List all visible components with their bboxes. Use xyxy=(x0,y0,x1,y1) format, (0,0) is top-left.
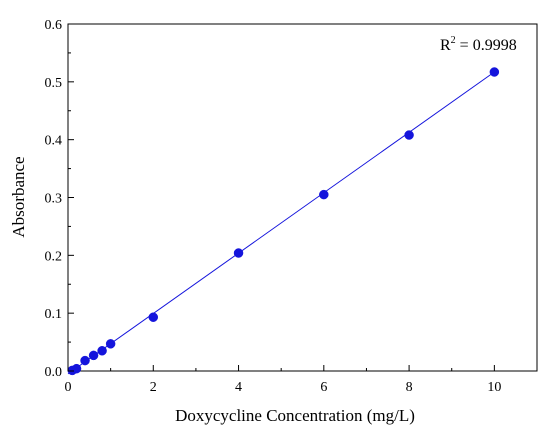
data-point xyxy=(148,312,159,322)
x-tick-label: 0 xyxy=(65,380,72,395)
plot-frame xyxy=(67,23,538,372)
plot-area-border xyxy=(67,23,538,372)
y-tick-label: 0.1 xyxy=(45,307,63,322)
data-point xyxy=(71,363,82,374)
x-tick-label: 4 xyxy=(235,380,242,395)
data-point xyxy=(105,339,116,349)
data-point xyxy=(233,248,244,258)
y-tick-label: 0.3 xyxy=(45,192,63,207)
r-squared-base: R xyxy=(440,37,451,54)
linear-fit-line xyxy=(67,71,495,375)
data-points xyxy=(67,67,500,376)
r-squared-value: = 0.9998 xyxy=(456,37,517,54)
y-axis-ticks: 0.0 0.1 0.2 0.3 0.4 0.5 0.6 xyxy=(45,18,74,380)
data-point xyxy=(88,350,99,361)
x-tick-label: 6 xyxy=(320,380,327,395)
data-point xyxy=(80,355,90,366)
x-tick-label: 8 xyxy=(406,380,413,395)
y-tick-label: 0.6 xyxy=(45,18,63,33)
r-squared-annotation: R2 = 0.9998 xyxy=(440,35,517,54)
x-axis-ticks: 0 2 4 6 8 10 xyxy=(65,365,538,395)
data-point xyxy=(97,346,107,356)
y-axis-label: Absorbance xyxy=(9,156,28,237)
data-point xyxy=(489,67,500,77)
x-tick-label: 2 xyxy=(150,380,157,395)
y-tick-label: 0.5 xyxy=(45,76,63,91)
r-squared-superscript: 2 xyxy=(451,35,456,46)
y-tick-label: 0.4 xyxy=(45,134,63,149)
data-point xyxy=(319,189,329,200)
y-tick-label: 0.2 xyxy=(45,249,63,264)
y-tick-label: 0.0 xyxy=(45,365,63,380)
x-tick-label: 10 xyxy=(487,380,501,395)
fit-line-group xyxy=(67,71,495,375)
x-axis-label: Doxycycline Concentration (mg/L) xyxy=(175,406,415,425)
data-point xyxy=(404,130,414,140)
